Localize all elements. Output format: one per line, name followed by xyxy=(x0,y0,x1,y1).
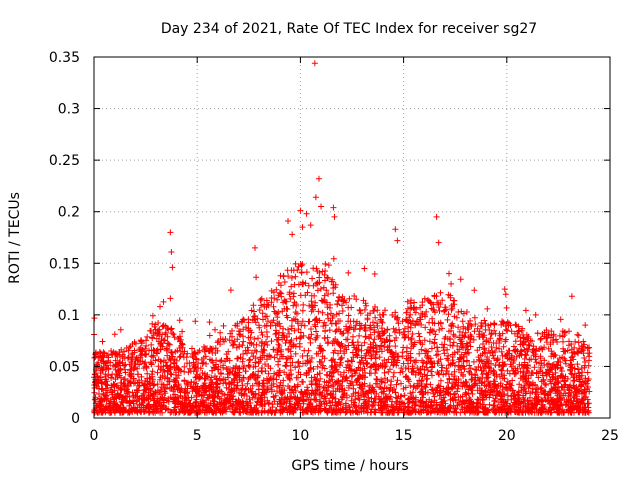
roti-point xyxy=(311,60,318,67)
chart-title: Day 234 of 2021, Rate Of TEC Index for r… xyxy=(161,21,537,37)
roti-point xyxy=(315,175,322,182)
y-tick-label: 0.1 xyxy=(58,308,80,324)
roti-point xyxy=(361,265,368,272)
y-axis-label: ROTI / TECUs xyxy=(7,192,23,284)
roti-point xyxy=(168,248,175,255)
y-tick-label: 0.3 xyxy=(58,102,80,118)
x-tick-label: 15 xyxy=(395,428,413,444)
roti-point xyxy=(285,217,292,224)
roti-point xyxy=(299,224,306,231)
y-tick-label: 0 xyxy=(71,411,80,427)
roti-point xyxy=(448,280,455,287)
roti-point xyxy=(446,270,453,277)
roti-point xyxy=(392,226,399,233)
x-tick-label: 5 xyxy=(193,428,202,444)
roti-point xyxy=(330,204,337,211)
x-tick-labels: 0 5 10 15 20 25 xyxy=(90,428,619,444)
roti-point xyxy=(303,210,310,217)
roti-point xyxy=(502,291,509,298)
x-tick-label: 25 xyxy=(601,428,619,444)
roti-point xyxy=(435,239,442,246)
roti-point xyxy=(307,222,314,229)
roti-point-cloud xyxy=(91,255,593,416)
y-tick-label: 0.15 xyxy=(49,256,80,272)
roti-point xyxy=(157,303,164,310)
roti-point xyxy=(331,213,338,220)
y-tick-label: 0.25 xyxy=(49,153,80,169)
roti-point xyxy=(394,237,401,244)
y-tick-label: 0.05 xyxy=(49,359,80,375)
x-tick-label: 0 xyxy=(90,428,99,444)
x-axis-label: GPS time / hours xyxy=(291,458,408,474)
x-tick-label: 10 xyxy=(291,428,309,444)
roti-point xyxy=(312,194,319,201)
roti-point xyxy=(169,264,176,271)
roti-point xyxy=(501,286,508,293)
roti-point xyxy=(251,244,258,251)
x-tick-label: 20 xyxy=(498,428,516,444)
roti-point xyxy=(167,229,174,236)
plot-frame xyxy=(93,56,611,419)
roti-point xyxy=(206,319,213,326)
roti-point xyxy=(318,203,325,210)
data-points xyxy=(91,60,593,416)
roti-point xyxy=(582,322,589,329)
roti-point xyxy=(532,311,539,318)
roti-point xyxy=(297,207,304,214)
roti-point xyxy=(433,213,440,220)
y-tick-label: 0.2 xyxy=(58,205,80,221)
roti-point xyxy=(167,295,174,302)
y-tick-labels: 0 0.05 0.1 0.15 0.2 0.25 0.3 0.35 xyxy=(49,50,80,427)
y-tick-label: 0.35 xyxy=(49,50,80,66)
axis-ticks xyxy=(93,56,611,419)
roti-point xyxy=(289,231,296,238)
